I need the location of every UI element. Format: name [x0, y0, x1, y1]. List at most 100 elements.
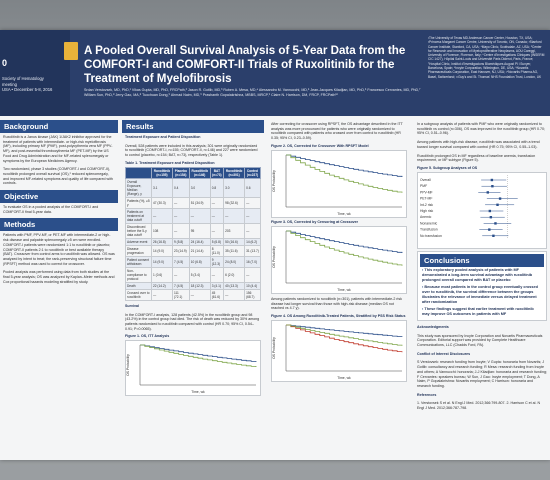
- km-curve: [286, 324, 403, 353]
- table-cell: Patients (%), ≥5 y: [125, 196, 152, 209]
- table-cell: 10 (4.4): [244, 281, 261, 290]
- authors-line: Srdan Verstovsek, MD, PhD,¹ Vikas Gupta,…: [84, 88, 421, 97]
- table-cell: 47 (30.3): [150, 196, 173, 209]
- col4-text: In a subgroup analysis of patients with …: [417, 122, 545, 136]
- km-curve: [286, 230, 403, 253]
- table-header-cell: BAT (n=73): [209, 166, 225, 179]
- table-cell: 1 (0.6): [150, 266, 173, 283]
- table-cell: Death: [125, 281, 152, 290]
- km-curve: [286, 324, 403, 337]
- conclusion-item: This exploratory pooled analysis of pati…: [420, 267, 544, 284]
- conclusions-box: Conclusions This exploratory pooled anal…: [417, 250, 547, 321]
- km-curve: [140, 344, 257, 363]
- table-cell: —: [150, 288, 173, 301]
- table-cell: —: [244, 266, 261, 283]
- section-conclusions-heading: Conclusions: [420, 253, 544, 267]
- figure2-km-plot: OS Probability Time, wk: [271, 149, 407, 218]
- table-cell: 0.8: [209, 177, 225, 198]
- table-row: Disease progression 14 (9.0) 23 (14.9) 21 (…: [125, 244, 261, 257]
- table-cell: 21 (14.4): [188, 244, 211, 257]
- table-cell: 31 (13.7): [244, 244, 261, 257]
- table-cell: —: [209, 266, 225, 283]
- forest-point: [491, 184, 494, 188]
- society-logo: [64, 42, 78, 60]
- table-1: Ruxolitinib (n=155) Placebo (n=154) Ruxoli…: [125, 166, 261, 301]
- section-objective-heading: Objective: [0, 190, 118, 204]
- table-cell: 14 (9.0): [150, 244, 173, 257]
- table-cell: 50 (16.6): [223, 237, 246, 246]
- table-cell: 22 (14.2): [150, 281, 173, 290]
- figure1-svg: OS Probability Time, wk: [126, 344, 257, 394]
- table-cell: —: [171, 196, 190, 209]
- table-cell: —: [223, 207, 246, 224]
- table-cell: 108: [150, 222, 173, 239]
- x-axis-label: Time, wk: [337, 376, 351, 380]
- table-row: Non-compliance to protocol 1 (0.6) —5 (3.4…: [125, 266, 261, 283]
- table-header-row: Ruxolitinib (n=155) Placebo (n=154) Ruxoli…: [125, 166, 261, 179]
- km-curve: [140, 344, 257, 368]
- x-axis-label: Time, wk: [337, 212, 351, 216]
- table-cell: 203: [223, 222, 246, 239]
- coi-text: S Verstovsek: research funding from Incy…: [417, 360, 547, 388]
- table-header-cell: Placebo (n=154): [171, 166, 190, 179]
- table-cell: 9 (5.8): [171, 237, 190, 246]
- table-cell: 16 (7.0): [244, 255, 261, 268]
- col4-text-3: Ruxolitinib prolonged OS in MF regardles…: [417, 153, 536, 163]
- col3-text: After correcting for crossover using RPS…: [271, 122, 403, 141]
- table-cell: 95: [188, 222, 211, 239]
- figure5-forest-plot: Overall PMF PPV-MF PET-MF Int-2 risk High ris…: [417, 171, 547, 249]
- table-cell: Non-compliance to protocol: [125, 266, 152, 283]
- table-cell: —: [244, 222, 261, 239]
- forest-point: [489, 215, 493, 219]
- table-cell: Discontinued before the 5-y data cutoff: [125, 222, 152, 239]
- x-axis-label: Time, wk: [337, 288, 351, 292]
- table1-caption: Table 1. Treatment Exposure and Patient …: [125, 160, 215, 165]
- table-cell: Overall Exposure, Median (Range), y: [125, 177, 152, 198]
- background-text: Ruxolitinib is a Janus kinase (JAK) 1/JA…: [3, 135, 113, 163]
- results-subheading: Treatment Exposure and Patient Dispositi…: [125, 135, 201, 139]
- table-cell: 23 (14.9): [171, 244, 190, 257]
- table-cell: 98 (32.6): [223, 196, 246, 209]
- ack-heading: Acknowledgments: [417, 324, 449, 329]
- figure1-km-plot: OS Probability Time, wk: [125, 340, 261, 397]
- abstract-number: 0: [2, 58, 8, 68]
- table-cell: 40 (13.3): [223, 281, 246, 290]
- table-cell: —: [244, 196, 261, 209]
- forest-row-label: Overall: [420, 178, 431, 182]
- section-methods-heading: Methods: [0, 218, 118, 232]
- ack-text: This study was sponsored by Incyte Corpo…: [417, 333, 543, 348]
- y-axis-label: OS Probability: [272, 170, 276, 192]
- background-text-2: Two randomized, phase 3 studies (COMFORT…: [3, 167, 113, 186]
- table-cell: 35 (11.6): [223, 244, 246, 257]
- figure5-svg: Overall PMF PPV-MF PET-MF Int-2 risk High ris…: [420, 174, 518, 239]
- table-cell: 3.1: [150, 177, 173, 198]
- table-cell: —: [209, 196, 225, 209]
- y-axis-label: OS Probability: [126, 354, 130, 376]
- forest-row-label: PET-MF: [420, 197, 432, 201]
- figure4-caption: Figure 4. OS Among Ruxolitinib-Treated P…: [271, 313, 406, 318]
- figure2-svg: OS Probability Time, wk: [272, 154, 403, 216]
- forest-row-label: Nonanemic: [420, 221, 437, 225]
- table-row: Crossed over to ruxolitinib —111 (72.1) —4…: [125, 288, 261, 301]
- table-row: Discontinued before the 5-y data cutoff 1…: [125, 222, 261, 239]
- table-cell: Crossed over to ruxolitinib: [125, 288, 152, 301]
- table-header-cell: Ruxolitinib (n=155): [150, 166, 173, 179]
- y-axis-label: OS Probability: [272, 246, 276, 268]
- table-cell: 0.6: [244, 177, 261, 198]
- survival-heading: Survival: [125, 303, 139, 308]
- table-cell: —: [209, 207, 225, 224]
- objective-text: To evaluate OS in a pooled analysis of t…: [3, 205, 99, 214]
- forest-point: [494, 222, 497, 225]
- table-row: Overall Exposure, Median (Range), y 3.1 0.…: [125, 177, 261, 198]
- table-row: Patient consent withdrawn 14 (9.0) 7 (4.5)…: [125, 255, 261, 268]
- table-cell: 111 (72.1): [171, 288, 190, 301]
- poster-header: 0 Society of Hematology meeting USA • De…: [0, 30, 550, 116]
- table-row: Patients (%), ≥5 y 47 (30.3) —51 (34.9) —98…: [125, 196, 261, 209]
- table-cell: —: [209, 222, 225, 239]
- table-cell: 3 (4.1): [209, 281, 225, 290]
- table-cell: Adverse event: [125, 237, 152, 246]
- col3-text-2: Among patients randomized to ruxolitinib…: [271, 296, 402, 311]
- table-cell: 18 (12.3): [188, 281, 211, 290]
- poster-board: 0 Society of Hematology meeting USA • De…: [0, 30, 550, 460]
- forest-point: [496, 203, 499, 206]
